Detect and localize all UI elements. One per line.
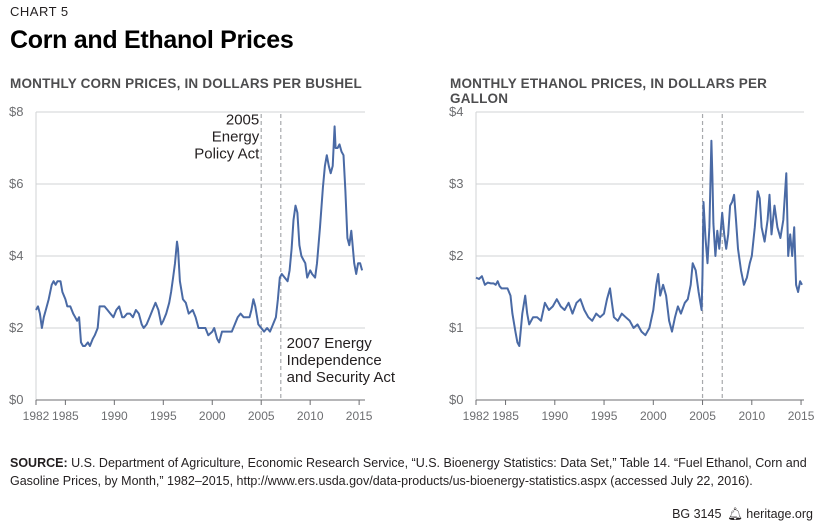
ethanol-xtick-label: 1990 — [541, 409, 568, 423]
ethanol-xtick-label: 1995 — [591, 409, 618, 423]
footer-site: heritage.org — [746, 507, 813, 521]
source-label: SOURCE: — [10, 456, 68, 470]
corn-ytick-label: $0 — [9, 392, 23, 407]
chart-number-label: CHART 5 — [10, 4, 69, 19]
ethanol-xtick-label: 2010 — [738, 409, 765, 423]
ethanol-xtick-label: 1982 — [463, 409, 490, 423]
ethanol-ytick-label: $0 — [449, 392, 463, 407]
corn-xtick-label: 1985 — [52, 409, 79, 423]
ethanol-xtick-label: 2015 — [788, 409, 815, 423]
corn-xtick-label: 1995 — [150, 409, 177, 423]
ethanol-ytick-label: $2 — [449, 248, 463, 263]
corn-ytick-label: $6 — [9, 176, 23, 191]
corn-xtick-label: 2000 — [199, 409, 226, 423]
corn-annotation: 2005 Energy Policy Act — [194, 112, 260, 163]
corn-xtick-label: 1982 — [23, 409, 50, 423]
ethanol-price-line — [475, 139, 803, 347]
corn-xtick-label: 2015 — [346, 409, 373, 423]
source-note: SOURCE: U.S. Department of Agriculture, … — [10, 454, 810, 490]
corn-xtick-label: 2010 — [297, 409, 324, 423]
footer: BG 3145 🔔︎ heritage.org — [672, 507, 813, 522]
corn-ytick-label: $2 — [9, 320, 23, 335]
bell-icon: 🔔︎ — [727, 507, 744, 521]
corn-ytick-label: $4 — [9, 248, 23, 263]
corn-price-line — [35, 125, 364, 347]
ethanol-ytick-label: $4 — [449, 104, 463, 119]
corn-xtick-label: 1990 — [101, 409, 128, 423]
corn-xtick-label: 2005 — [248, 409, 275, 423]
ethanol-panel-title: MONTHLY ETHANOL PRICES, IN DOLLARS PER G… — [450, 76, 768, 106]
chart-title: Corn and Ethanol Prices — [10, 26, 294, 54]
corn-panel-title: MONTHLY CORN PRICES, IN DOLLARS PER BUSH… — [10, 76, 362, 91]
ethanol-xtick-label: 2000 — [640, 409, 667, 423]
source-text: U.S. Department of Agriculture, Economic… — [10, 456, 807, 488]
ethanol-xtick-label: 2005 — [689, 409, 716, 423]
corn-annotation: 2007 Energy Independence and Security Act — [287, 335, 396, 386]
corn-ytick-label: $8 — [9, 104, 23, 119]
ethanol-ytick-label: $3 — [449, 176, 463, 191]
ethanol-xtick-label: 1985 — [492, 409, 519, 423]
footer-id: BG 3145 — [672, 507, 722, 521]
ethanol-ytick-label: $1 — [449, 320, 463, 335]
